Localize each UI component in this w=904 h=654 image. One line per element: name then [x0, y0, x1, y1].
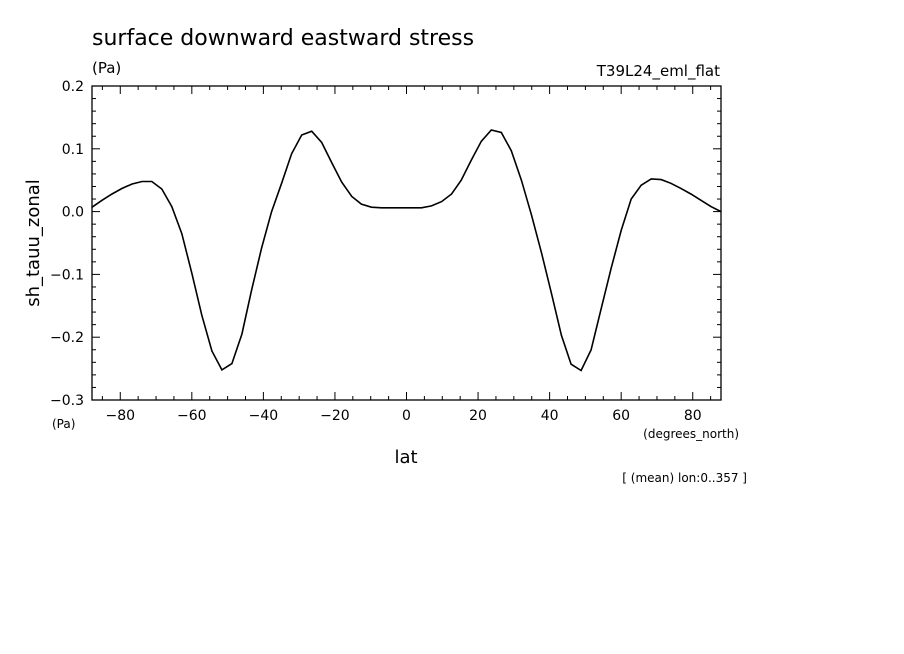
- y-tick-label: −0.1: [50, 267, 84, 283]
- data-point: [231, 362, 233, 365]
- data-point: [260, 247, 263, 249]
- x-tick-label: −20: [320, 408, 350, 424]
- y-tick-label: 0.0: [62, 205, 84, 221]
- x-tick-label: −60: [177, 408, 207, 424]
- x-tick-label: −40: [249, 408, 279, 424]
- run-label: T39L24_eml_flat: [596, 62, 720, 81]
- data-point: [620, 229, 622, 232]
- data-point: [700, 199, 702, 201]
- data-point: [420, 207, 423, 209]
- data-point: [440, 200, 443, 203]
- x-axis-ticks: [101, 86, 712, 400]
- data-point: [430, 205, 433, 207]
- data-point: [311, 130, 313, 132]
- data-point: [151, 180, 153, 183]
- data-point: [171, 205, 173, 208]
- data-point: [500, 131, 502, 134]
- x-tick-label: 60: [612, 408, 630, 424]
- series-line: [91, 129, 722, 372]
- data-point: [470, 159, 472, 161]
- x-axis-tick-labels: −80 −60 −40 −20 0 20 40 60 80: [105, 408, 701, 424]
- y-axis-ticks: [92, 85, 721, 401]
- data-point: [400, 207, 403, 209]
- x-tick-label: 80: [684, 408, 702, 424]
- data-point: [351, 195, 353, 198]
- data-point: [380, 207, 383, 209]
- footnote: [ (mean) lon:0..357 ]: [622, 471, 747, 485]
- data-point: [540, 251, 542, 254]
- data-point: [490, 129, 492, 131]
- data-point: [370, 206, 373, 208]
- data-point: [221, 369, 223, 371]
- data-point: [121, 187, 123, 189]
- data-point: [610, 267, 612, 269]
- y-axis-tick-labels: −0.3 −0.2 −0.1 0.0 0.1 0.2: [50, 79, 84, 409]
- data-point: [560, 334, 563, 336]
- y-tick-label: −0.3: [50, 393, 84, 409]
- data-point: [321, 141, 323, 144]
- data-point: [630, 198, 632, 200]
- data-point: [480, 140, 482, 142]
- data-point: [271, 211, 273, 213]
- data-point: [301, 134, 303, 136]
- data-point: [690, 193, 692, 195]
- data-point: [191, 272, 193, 274]
- data-point: [91, 206, 93, 208]
- plot-frame: [91, 85, 722, 401]
- y-tick-label: −0.2: [50, 330, 84, 346]
- data-point: [530, 214, 532, 216]
- data-point: [720, 211, 722, 213]
- chart-title: surface downward eastward stress: [92, 26, 474, 51]
- data-point: [520, 179, 522, 181]
- data-point: [590, 349, 592, 351]
- x-tick-label: 0: [402, 408, 411, 424]
- data-point: [111, 193, 113, 195]
- data-point: [201, 314, 203, 316]
- x-tick-label: 40: [541, 408, 559, 424]
- title-unit: (Pa): [92, 59, 121, 77]
- data-point: [510, 150, 512, 152]
- data-point: [670, 182, 672, 184]
- y-axis-unit: (Pa): [52, 417, 75, 431]
- data-point: [131, 183, 133, 185]
- data-point: [331, 162, 333, 164]
- data-point: [650, 178, 652, 180]
- data-point: [241, 333, 243, 335]
- data-point: [250, 289, 253, 291]
- data-point: [161, 188, 163, 190]
- data-point: [640, 184, 642, 186]
- data-point: [410, 207, 413, 209]
- data-point: [450, 193, 453, 195]
- data-point: [570, 363, 572, 365]
- x-tick-label: −80: [105, 408, 135, 424]
- data-point: [181, 232, 183, 235]
- y-tick-label: 0.2: [62, 79, 84, 95]
- x-axis-label: lat: [394, 447, 417, 468]
- series-points: [91, 129, 722, 372]
- data-point: [660, 178, 662, 181]
- data-point: [211, 350, 213, 352]
- data-point: [281, 182, 283, 184]
- data-point: [360, 203, 363, 205]
- data-point: [341, 181, 343, 183]
- data-point: [141, 180, 143, 183]
- data-point: [101, 199, 103, 201]
- data-point: [390, 207, 393, 209]
- data-point: [291, 153, 293, 155]
- x-axis-unit: (degrees_north): [643, 427, 739, 441]
- y-axis-label: sh_tauu_zonal: [23, 179, 44, 307]
- data-point: [680, 187, 682, 189]
- data-point: [460, 179, 462, 181]
- data-point: [710, 205, 712, 208]
- data-point: [600, 308, 602, 310]
- x-tick-label: 20: [469, 408, 487, 424]
- data-point: [580, 369, 582, 372]
- data-point: [550, 292, 553, 294]
- y-tick-label: 0.1: [62, 142, 84, 158]
